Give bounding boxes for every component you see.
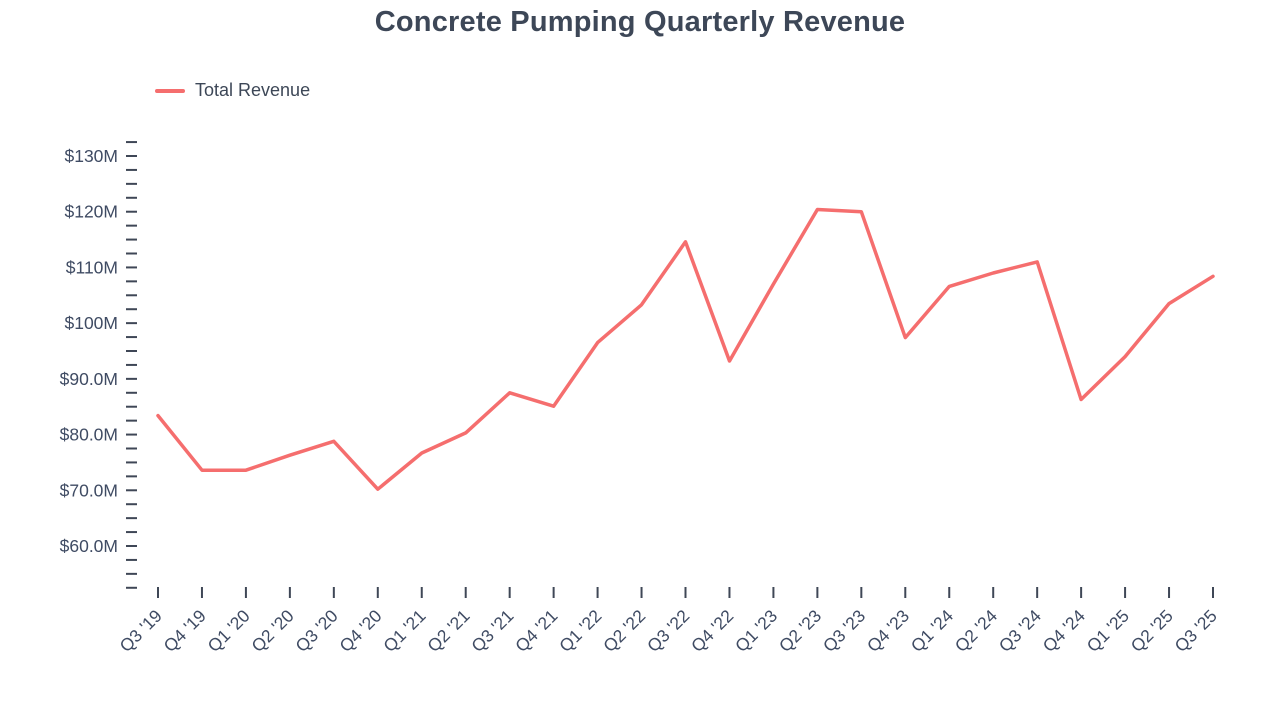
x-axis-tick-label: Q2 '22 [599,606,649,656]
y-axis-tick-label: $60.0M [60,536,118,556]
x-axis-tick-label: Q3 '20 [291,605,341,655]
x-axis-tick-label: Q2 '25 [1127,606,1177,656]
x-axis-tick-label: Q2 '21 [423,606,473,656]
y-axis-tick-label: $90.0M [60,369,118,389]
x-axis-tick-label: Q4 '21 [511,606,561,656]
y-axis-tick-label: $110M [66,257,118,277]
y-axis-tick-label: $100M [64,313,118,333]
x-axis-tick-label: Q3 '19 [116,606,166,656]
x-axis-tick-label: Q1 '20 [204,605,254,655]
x-axis-tick-label: Q4 '23 [863,606,913,656]
chart-title: Concrete Pumping Quarterly Revenue [374,6,906,38]
x-axis-tick-label: Q4 '24 [1039,605,1089,655]
x-axis-tick-label: Q3 '23 [819,606,869,656]
x-axis-tick-label: Q1 '24 [907,605,957,655]
x-axis-tick-label: Q2 '24 [951,605,1001,655]
x-axis-tick-label: Q3 '22 [643,606,693,656]
x-axis-tick-label: Q1 '25 [1083,606,1133,656]
x-axis-tick-label: Q3 '21 [467,606,517,656]
x-axis-tick-label: Q4 '22 [687,606,737,656]
y-axis-tick-label: $130M [64,146,118,166]
legend-item-total-revenue[interactable]: Total Revenue [155,80,310,101]
x-axis-tick-label: Q1 '23 [731,606,781,656]
x-axis-tick-label: Q3 '24 [995,605,1045,655]
x-axis-tick-label: Q1 '22 [555,606,605,656]
x-axis-tick-label: Q2 '23 [775,606,825,656]
y-axis-tick-label: $70.0M [60,480,118,500]
total-revenue-line [156,207,1215,491]
y-axis-tick-label: $120M [64,202,118,222]
y-axis-tick-label: $80.0M [60,425,118,445]
x-axis-tick-label: Q2 '20 [247,605,297,655]
x-axis-tick-label: Q3 '25 [1171,606,1221,656]
x-axis-tick-label: Q4 '20 [335,605,385,655]
legend-label: Total Revenue [195,80,311,100]
x-axis-tick-label: Q4 '19 [160,606,210,656]
legend-line-swatch [155,88,185,93]
x-axis-tick-label: Q1 '21 [379,606,429,656]
